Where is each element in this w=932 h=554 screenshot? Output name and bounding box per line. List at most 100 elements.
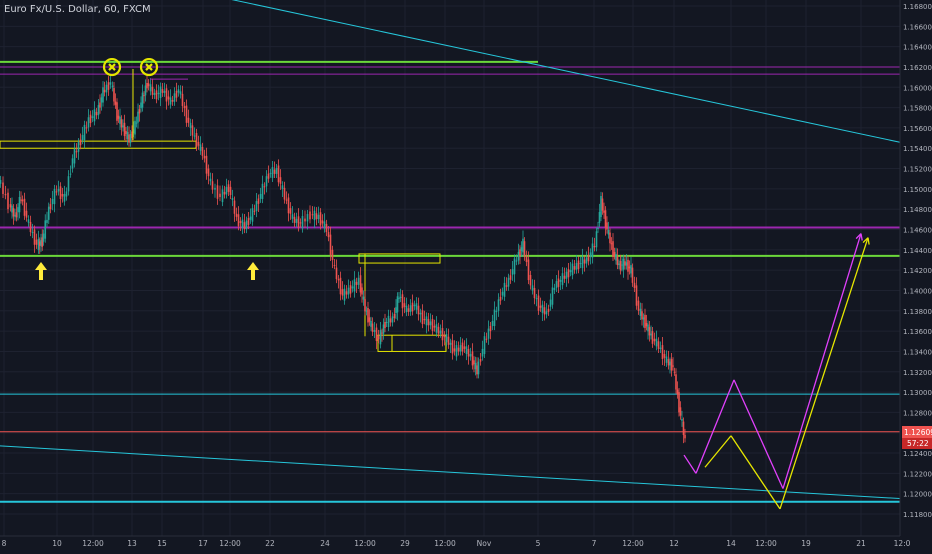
candle-body [157,92,160,95]
candle-body [123,122,126,137]
candle-body [595,231,598,248]
candle-body [319,212,322,226]
candle-body [618,263,620,266]
candle-body [382,324,385,334]
candle-body [385,321,388,323]
candle-body [553,287,556,290]
candle-body [483,336,486,354]
candle-body [549,299,552,307]
candle-body [40,239,42,246]
candle-body [529,274,532,286]
candle-body [589,252,592,257]
candle-body [474,362,477,370]
y-tick-label: 1.13600 [903,328,932,336]
candle-body [175,90,178,98]
candle-body [223,191,226,195]
candle-body [73,148,76,164]
candle-body [497,299,500,311]
candle-body [495,310,498,313]
x-tick-label: 12:00 [82,539,104,548]
candle-body [585,257,588,264]
candle-body [485,338,488,340]
candle-body [541,304,544,313]
candle-body [169,97,172,105]
candle-body [65,191,68,197]
candle-body [120,119,123,128]
candle-body [387,315,390,328]
candle-body [379,330,382,345]
candle-body [630,265,632,274]
x-tick-label: 19 [801,539,811,548]
candle-body [105,84,108,93]
candle-body [551,287,554,305]
candle-body [587,254,590,262]
candle-body [425,316,428,326]
candle-body [499,296,502,301]
candle-body [667,359,670,366]
candle-body [573,266,576,270]
candle-body [77,142,80,152]
candle-body [676,389,679,395]
candle-body [49,204,52,210]
projection-path-yellow-head [862,237,870,245]
candle-body [331,249,334,260]
candle-body [313,210,316,221]
y-tick-label: 1.16000 [903,84,932,92]
candle-body [147,83,150,87]
candle-body [461,342,464,352]
candle-body [138,109,141,114]
projection-path-yellow [704,237,869,510]
x-tick-label: 14 [726,539,736,548]
candle-body [214,187,216,190]
candle-body [619,261,622,271]
candle-body [259,193,262,199]
candle-body [642,317,645,320]
candle-body [9,204,12,208]
candle-body [463,346,466,349]
candle-body [119,116,121,124]
candle-body [195,133,198,147]
candle-body [545,311,548,315]
candle-body [99,102,101,108]
candle-body [447,336,450,345]
candle-body [0,179,2,184]
candle-body [163,90,166,93]
candle-body [597,227,599,229]
y-tick-label: 1.14800 [903,206,932,214]
candle-body [653,338,656,342]
candle-body [673,371,676,373]
candle-body [565,271,568,279]
candle-body [177,89,180,93]
candle-body [533,287,536,299]
candle-body [203,155,206,159]
candle-body [413,304,416,307]
candle-body [7,192,9,210]
candle-body [153,92,156,95]
candle-body [109,82,112,85]
candle-body [467,348,470,357]
candle-body [151,86,154,95]
candle-body [543,307,546,315]
candle-body [591,243,594,258]
x-tick-label: 8 [2,539,7,548]
candle-body [59,186,62,200]
candle-body [384,321,386,329]
x-tick-label: 24 [320,539,330,548]
candle-body [439,330,442,334]
candle-body [513,258,516,275]
candle-body [581,256,584,269]
candle-body [471,351,474,366]
candle-body [173,93,176,102]
candle-body [631,267,634,283]
x-tick-label: 29 [400,539,410,548]
candle-body [227,184,230,192]
candle-body [567,269,570,278]
candle-body [351,286,354,289]
candle-body [38,241,41,246]
candle-body [221,189,224,203]
candle-body [71,158,74,169]
candle-body [407,308,410,312]
candle-body [185,105,188,123]
